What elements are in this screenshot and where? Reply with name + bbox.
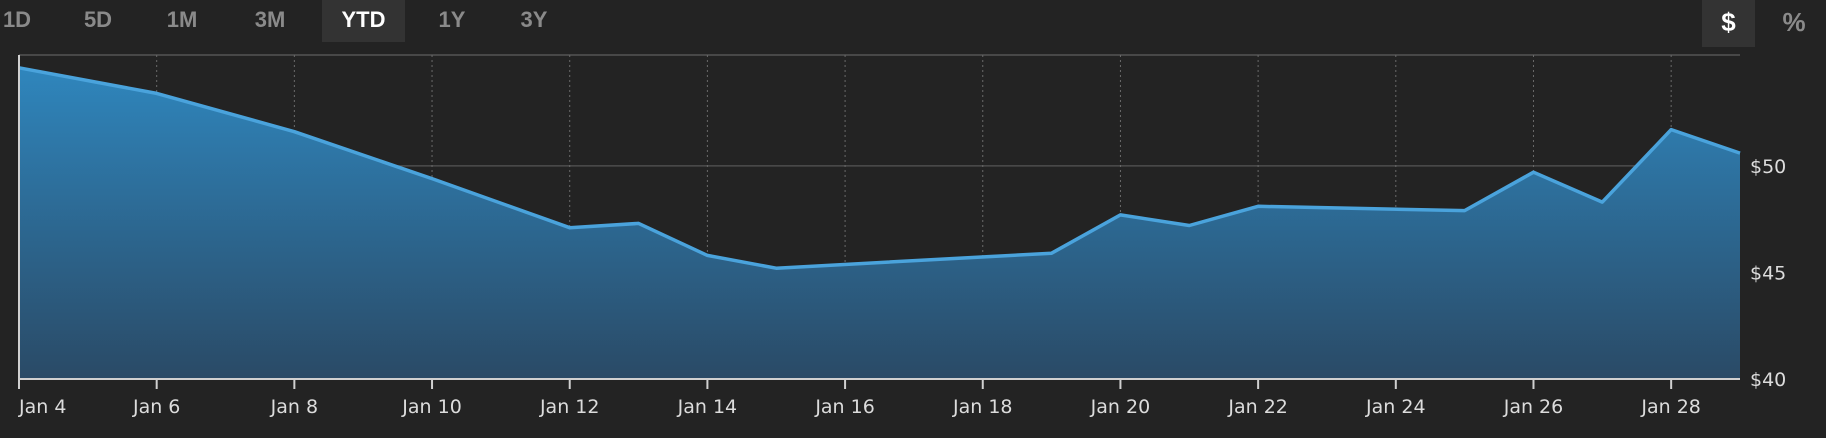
dollar-unit-button[interactable]: $ [1702,0,1755,47]
range-3m-button[interactable]: 3M [254,7,286,32]
x-tick-label: Jan 10 [401,396,462,418]
range-1d-button[interactable]: 1D [2,7,32,32]
price-area-fill [19,67,1740,380]
x-tick-label: Jan 24 [1365,396,1426,418]
range-1m-button[interactable]: 1M [166,7,198,32]
x-tick-label: Jan 16 [814,396,875,418]
x-tick-label: Jan 6 [132,396,180,418]
x-tick-label: Jan 4 [18,396,66,418]
x-tick-label: Jan 18 [952,396,1013,418]
x-tick-label: Jan 14 [677,396,738,418]
range-ytd-button[interactable]: YTD [322,0,405,42]
y-tick-label: $50 [1750,156,1786,178]
range-3y-button[interactable]: 3Y [520,7,548,32]
x-tick-label: Jan 28 [1640,396,1701,418]
x-tick-label: Jan 26 [1503,396,1564,418]
x-tick-label: Jan 20 [1090,396,1151,418]
x-tick-label: Jan 22 [1227,396,1288,418]
y-tick-label: $40 [1750,369,1786,391]
range-5d-button[interactable]: 5D [83,7,113,32]
range-1y-button[interactable]: 1Y [438,7,466,32]
x-tick-label: Jan 8 [270,396,318,418]
price-line [18,66,1741,270]
x-tick-label: Jan 12 [539,396,600,418]
axes: $40 $45 $50 Jan 4 Jan 6 Jan 8 Jan 10 Jan 12 Jan … [18,55,1786,418]
percent-unit-button[interactable]: % [1782,7,1806,37]
price-series [18,66,1741,380]
y-tick-label: $45 [1750,262,1786,284]
